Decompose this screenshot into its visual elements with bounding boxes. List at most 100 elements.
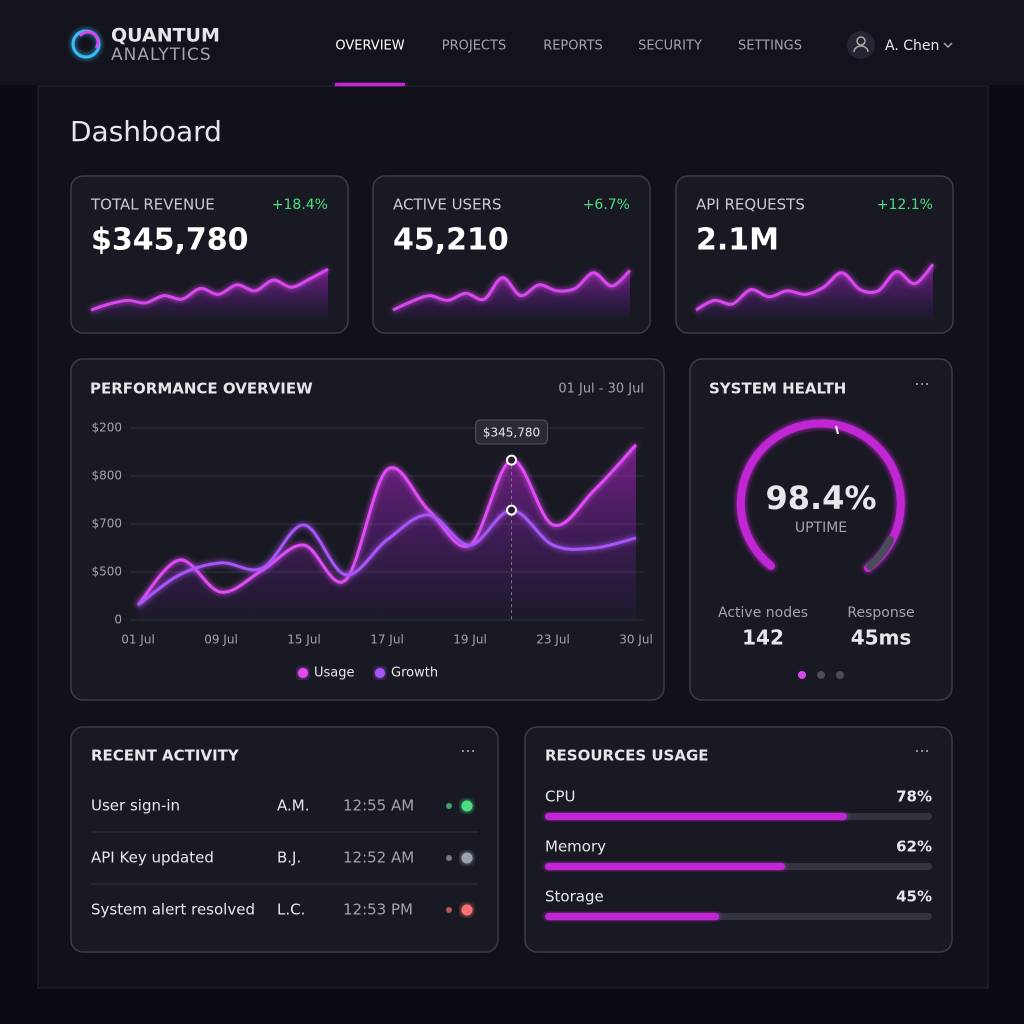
resource-bar: [545, 863, 785, 870]
tooltip-text: $345,780: [483, 426, 540, 440]
activity-event: API Key updated: [91, 849, 214, 867]
kpi-label: TOTAL REVENUE: [90, 196, 215, 214]
y-tick-label: $800: [91, 469, 122, 483]
activity-event: System alert resolved: [91, 901, 255, 919]
legend-label: Usage: [314, 666, 355, 681]
activity-user: L.C.: [277, 901, 305, 919]
sparkline: [695, 263, 935, 312]
resource-name: Memory: [545, 838, 606, 856]
kpi-value: 45,210: [393, 223, 509, 258]
pager-dot[interactable]: [836, 671, 844, 679]
hover-point: [506, 504, 517, 516]
uptime-gauge: [736, 419, 905, 572]
sparkline: [90, 267, 329, 312]
legend-swatch: [298, 668, 308, 678]
resource-value: 62%: [896, 838, 932, 856]
x-tick-label: 19 Jul: [453, 633, 487, 647]
pager-dot[interactable]: [798, 671, 806, 679]
y-tick-label: $500: [91, 565, 122, 579]
legend-label: Growth: [391, 666, 438, 681]
status-dot: [461, 800, 473, 812]
y-tick-label: $200: [91, 421, 122, 435]
status-dot: [461, 852, 473, 864]
more-button[interactable]: ···: [914, 375, 929, 394]
uptime-label: UPTIME: [795, 520, 847, 536]
series-line: [137, 508, 637, 607]
avatar-icon: [856, 36, 866, 46]
activity-time: 12:55 AM: [343, 797, 414, 815]
kpi-change: +12.1%: [877, 197, 933, 213]
activity-user: A.M.: [277, 797, 309, 815]
more-button[interactable]: ···: [914, 742, 929, 761]
kpi-label: API REQUESTS: [696, 196, 805, 214]
x-tick-label: 30 Jul: [619, 633, 653, 647]
nav-active-indicator: [335, 83, 405, 86]
logo-icon-accent: [78, 30, 100, 49]
resource-value: 78%: [896, 788, 932, 806]
kpi-change: +18.4%: [272, 197, 328, 213]
status-dot: [446, 855, 452, 861]
card-title: SYSTEM HEALTH: [709, 380, 846, 398]
resource-name: Storage: [545, 888, 604, 906]
logo-text: ANALYTICS: [111, 45, 212, 65]
sparkline-area: [393, 270, 630, 318]
more-button[interactable]: ···: [460, 742, 475, 761]
stat-value: 45ms: [851, 626, 912, 650]
resources-card: [524, 726, 953, 953]
stat-value: 142: [742, 626, 784, 650]
y-tick-label: 0: [114, 613, 122, 627]
pager-dot[interactable]: [817, 671, 825, 679]
nav-item[interactable]: SECURITY: [638, 39, 702, 54]
activity-time: 12:53 PM: [343, 901, 413, 919]
y-tick-label: $700: [91, 517, 122, 531]
user-name: A. Chen: [885, 38, 939, 54]
user-menu[interactable]: A. Chen: [847, 31, 953, 59]
nav-item[interactable]: REPORTS: [543, 39, 603, 54]
logo-text: QUANTUM: [111, 25, 220, 47]
stat-label: Response: [847, 605, 914, 621]
x-tick-label: 15 Jul: [287, 633, 321, 647]
card-title: PERFORMANCE OVERVIEW: [90, 380, 313, 398]
status-dot: [446, 803, 452, 809]
activity-user: B.J.: [277, 849, 301, 867]
status-dot: [446, 907, 452, 913]
resource-bar: [545, 813, 847, 820]
resource-value: 45%: [896, 888, 932, 906]
resource-bar: [545, 913, 720, 920]
activity-time: 12:52 AM: [343, 849, 414, 867]
card-title: RESOURCES USAGE: [545, 747, 709, 765]
kpi-label: ACTIVE USERS: [393, 196, 502, 214]
health-card: [689, 358, 953, 701]
sparkline-area: [91, 269, 328, 318]
x-tick-label: 01 Jul: [121, 633, 155, 647]
kpi-value: 2.1M: [696, 223, 779, 258]
status-dot: [461, 904, 473, 916]
uptime-value: 98.4%: [765, 479, 876, 517]
avatar-icon: [853, 45, 869, 53]
chevron: [943, 42, 953, 49]
legend-swatch: [375, 668, 385, 678]
hover-point: [506, 454, 517, 466]
activity-event: User sign-in: [91, 797, 180, 815]
sparkline-area: [696, 264, 933, 318]
activity-card: [70, 726, 499, 953]
date-range[interactable]: 01 Jul - 30 Jul: [558, 382, 644, 397]
kpi-value: $345,780: [91, 223, 249, 258]
resource-name: CPU: [545, 788, 576, 806]
tooltip: [475, 419, 548, 445]
series-line: [136, 443, 638, 607]
card-title: RECENT ACTIVITY: [91, 747, 240, 765]
x-tick-label: 09 Jul: [204, 633, 238, 647]
nav-item[interactable]: SETTINGS: [738, 39, 802, 54]
gauge-marker: [835, 425, 839, 435]
page-title: Dashboard: [70, 115, 222, 148]
uptime-gauge-track: [866, 536, 894, 570]
x-tick-label: 23 Jul: [536, 633, 570, 647]
nav-item[interactable]: OVERVIEW: [335, 39, 404, 54]
kpi-change: +6.7%: [583, 197, 630, 213]
nav-item[interactable]: PROJECTS: [442, 39, 506, 54]
x-tick-label: 17 Jul: [370, 633, 404, 647]
logo: QUANTUM ANALYTICS: [71, 25, 220, 65]
sparkline: [392, 269, 632, 312]
